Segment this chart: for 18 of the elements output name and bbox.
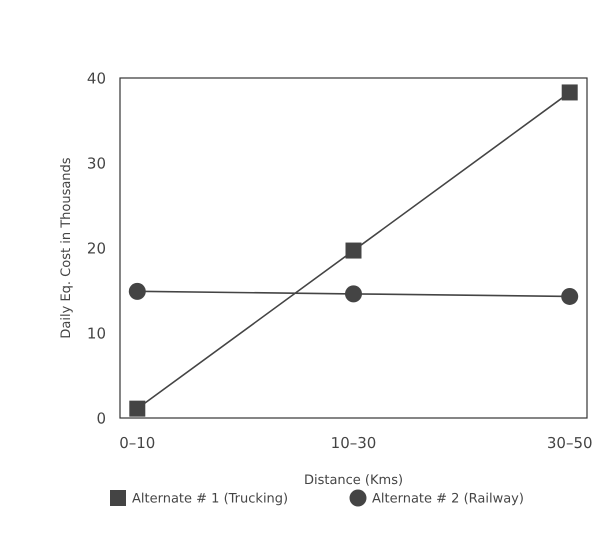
- y-tick-label: 20: [86, 239, 106, 258]
- point: [129, 400, 146, 417]
- y-tick-label: 10: [86, 324, 106, 342]
- point: [562, 84, 578, 100]
- x-axis-title: Distance (Kms): [304, 473, 404, 488]
- legend-label: Alternate # 2 (Railway): [372, 492, 524, 507]
- x-tick-label: 30–50: [546, 434, 593, 452]
- y-axis-title: Daily Eq. Cost in Thousands: [59, 157, 74, 339]
- x-tick-label: 0–10: [119, 434, 156, 452]
- y-tick-label: 0: [96, 409, 106, 428]
- point: [346, 242, 362, 259]
- y-tick-label: 30: [86, 154, 106, 172]
- point: [345, 285, 362, 302]
- y-tick-label: 40: [86, 69, 106, 88]
- point: [561, 288, 578, 305]
- x-tick-label: 10–30: [330, 434, 376, 452]
- point: [128, 282, 146, 300]
- legend-label: Alternate # 1 (Trucking): [132, 492, 288, 507]
